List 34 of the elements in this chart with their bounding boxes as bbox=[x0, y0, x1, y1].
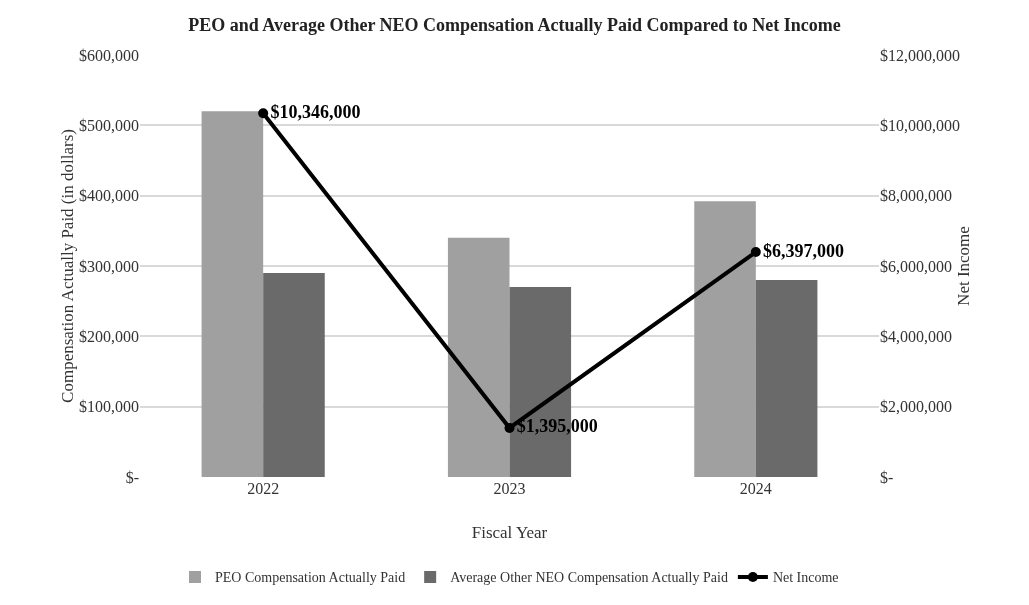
point bbox=[258, 108, 269, 119]
y-tick-label: $400,000 bbox=[79, 187, 139, 205]
y2-tick-label: $2,000,000 bbox=[880, 398, 952, 416]
bar bbox=[694, 201, 756, 477]
x-tick-label: 2024 bbox=[739, 480, 772, 497]
y-tick-label: $600,000 bbox=[79, 46, 139, 64]
chart-title: PEO and Average Other NEO Compensation Actually Paid Compared to Net Income bbox=[188, 14, 841, 35]
data-label: $10,346,000 bbox=[270, 101, 361, 122]
y-tick-label: $200,000 bbox=[79, 327, 139, 345]
y2-axis-title: Net Income bbox=[954, 226, 973, 306]
y2-tick-label: $4,000,000 bbox=[880, 327, 952, 345]
x-axis-title: Fiscal Year bbox=[471, 523, 548, 542]
y2-tick-label: $8,000,000 bbox=[880, 187, 952, 205]
y2-tick-label: $12,000,000 bbox=[880, 46, 960, 64]
y-tick-label: $- bbox=[125, 468, 139, 486]
point bbox=[750, 247, 761, 258]
y-tick-label: $500,000 bbox=[79, 116, 139, 134]
bar bbox=[447, 237, 510, 477]
bar bbox=[263, 273, 325, 477]
bar bbox=[755, 280, 818, 477]
y-tick-label: $100,000 bbox=[79, 398, 139, 416]
y2-tick-label: $- bbox=[880, 468, 894, 486]
y-axis-title: Compensation Actually Paid (in dollars) bbox=[58, 129, 77, 403]
y2-tick-label: $6,000,000 bbox=[880, 257, 952, 275]
x-tick-label: 2023 bbox=[493, 480, 526, 497]
legend-label: Average Other NEO Compensation Actually Paid bbox=[450, 570, 728, 586]
legend-label: PEO Compensation Actually Paid bbox=[215, 570, 406, 586]
legend-label: Net Income bbox=[772, 570, 839, 586]
x-tick-label: 2022 bbox=[247, 480, 280, 497]
data-label: $6,397,000 bbox=[763, 240, 845, 261]
point bbox=[504, 422, 515, 433]
y-tick-label: $300,000 bbox=[79, 257, 139, 275]
bar bbox=[201, 111, 264, 477]
y2-tick-label: $10,000,000 bbox=[880, 116, 960, 134]
